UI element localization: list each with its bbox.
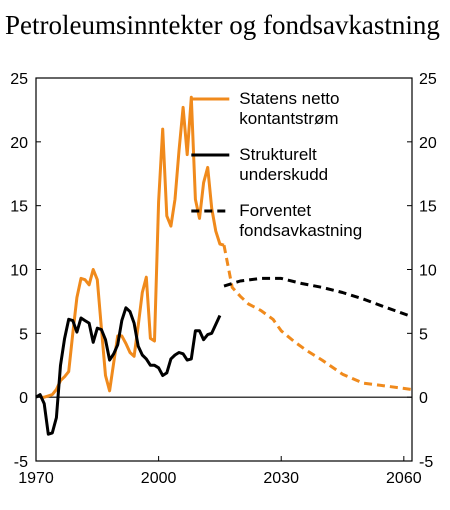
y-tick-label-left: 0 <box>19 390 28 407</box>
x-tick-label: 2060 <box>386 470 422 487</box>
y-tick-label-left: 25 <box>10 71 28 88</box>
y-tick-label-left: 5 <box>19 326 28 343</box>
y-tick-label-left: -5 <box>14 454 28 471</box>
legend-label-2: underskudd <box>239 165 328 184</box>
y-tick-label-right: -5 <box>419 454 433 471</box>
legend-label-3: Forventet <box>239 201 311 220</box>
y-tick-label-left: 20 <box>10 135 28 152</box>
series-line-2 <box>222 244 413 391</box>
legend-label-1: kontantstrøm <box>239 109 338 128</box>
series-line-3 <box>35 306 222 436</box>
y-tick-label-left: 10 <box>10 263 28 280</box>
x-tick-label: 1970 <box>18 470 54 487</box>
y-tick-label-left: 15 <box>10 199 28 216</box>
x-tick-label: 2000 <box>141 470 177 487</box>
y-tick-label-right: 10 <box>419 263 437 280</box>
legend-label-2: Strukturelt <box>239 145 317 164</box>
legend-label-1: Statens netto <box>239 89 339 108</box>
legend-label-3: fondsavkastning <box>239 221 362 240</box>
y-tick-label-right: 25 <box>419 71 437 88</box>
series-line-1 <box>40 95 225 399</box>
y-tick-label-right: 5 <box>419 326 428 343</box>
y-tick-label-right: 15 <box>419 199 437 216</box>
series-line-4 <box>223 276 413 319</box>
chart-title: Petroleumsinntekter og fondsavkastning <box>5 10 440 40</box>
y-tick-label-right: 0 <box>419 390 428 407</box>
y-tick-label-right: 20 <box>419 135 437 152</box>
x-tick-label: 2030 <box>263 470 299 487</box>
